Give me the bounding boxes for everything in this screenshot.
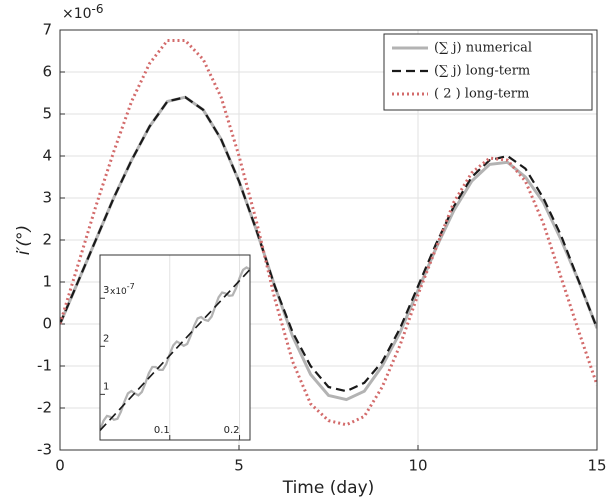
multiplier-exponent: -7 — [127, 282, 135, 291]
plot-frame — [59, 29, 598, 451]
multiplier-base: ×10 — [62, 6, 92, 22]
y-tick-label: 3 — [103, 285, 109, 296]
x-tick-label: 10 — [408, 457, 427, 475]
x-tick-label: 0 — [55, 457, 65, 475]
multiplier-base: x10 — [110, 287, 127, 297]
legend-label: ( 2 ) long-term — [434, 87, 529, 102]
axis-multiplier: x10-7 — [110, 282, 135, 297]
x-axis-label: Time (day) — [282, 478, 375, 498]
legend-label: (∑ j) long-term — [434, 64, 530, 79]
multiplier-exponent: -6 — [92, 2, 104, 16]
y-tick-label: -1 — [37, 357, 52, 375]
y-tick-label: 2 — [42, 231, 52, 249]
series-line — [60, 39, 597, 427]
y-tick-label: 1 — [42, 273, 52, 291]
y-tick-label: 7 — [42, 21, 52, 39]
series-line — [100, 266, 250, 431]
x-tick-label: 0.1 — [154, 425, 170, 436]
plot-area — [100, 255, 250, 440]
y-tick-label: -3 — [37, 441, 52, 459]
y-tick-label: 1 — [103, 381, 109, 392]
legend-label: (∑ j) numerical — [434, 41, 532, 56]
y-tick-label: -2 — [37, 399, 52, 417]
series-line — [60, 96, 597, 393]
series-line — [100, 268, 250, 431]
y-axis-label: i′(°) — [14, 225, 34, 255]
y-tick-label: 3 — [42, 189, 52, 207]
y-tick-label: 5 — [42, 105, 52, 123]
plot-frame — [99, 254, 251, 441]
y-tick-label: 4 — [42, 147, 52, 165]
y-tick-label: 0 — [42, 315, 52, 333]
x-tick-label: 5 — [234, 457, 244, 475]
y-tick-label: 6 — [42, 63, 52, 81]
axis-multiplier: ×10-6 — [62, 2, 104, 23]
y-tick-label: 2 — [103, 333, 109, 344]
x-tick-label: 0.2 — [224, 425, 240, 436]
x-tick-label: 15 — [587, 457, 606, 475]
